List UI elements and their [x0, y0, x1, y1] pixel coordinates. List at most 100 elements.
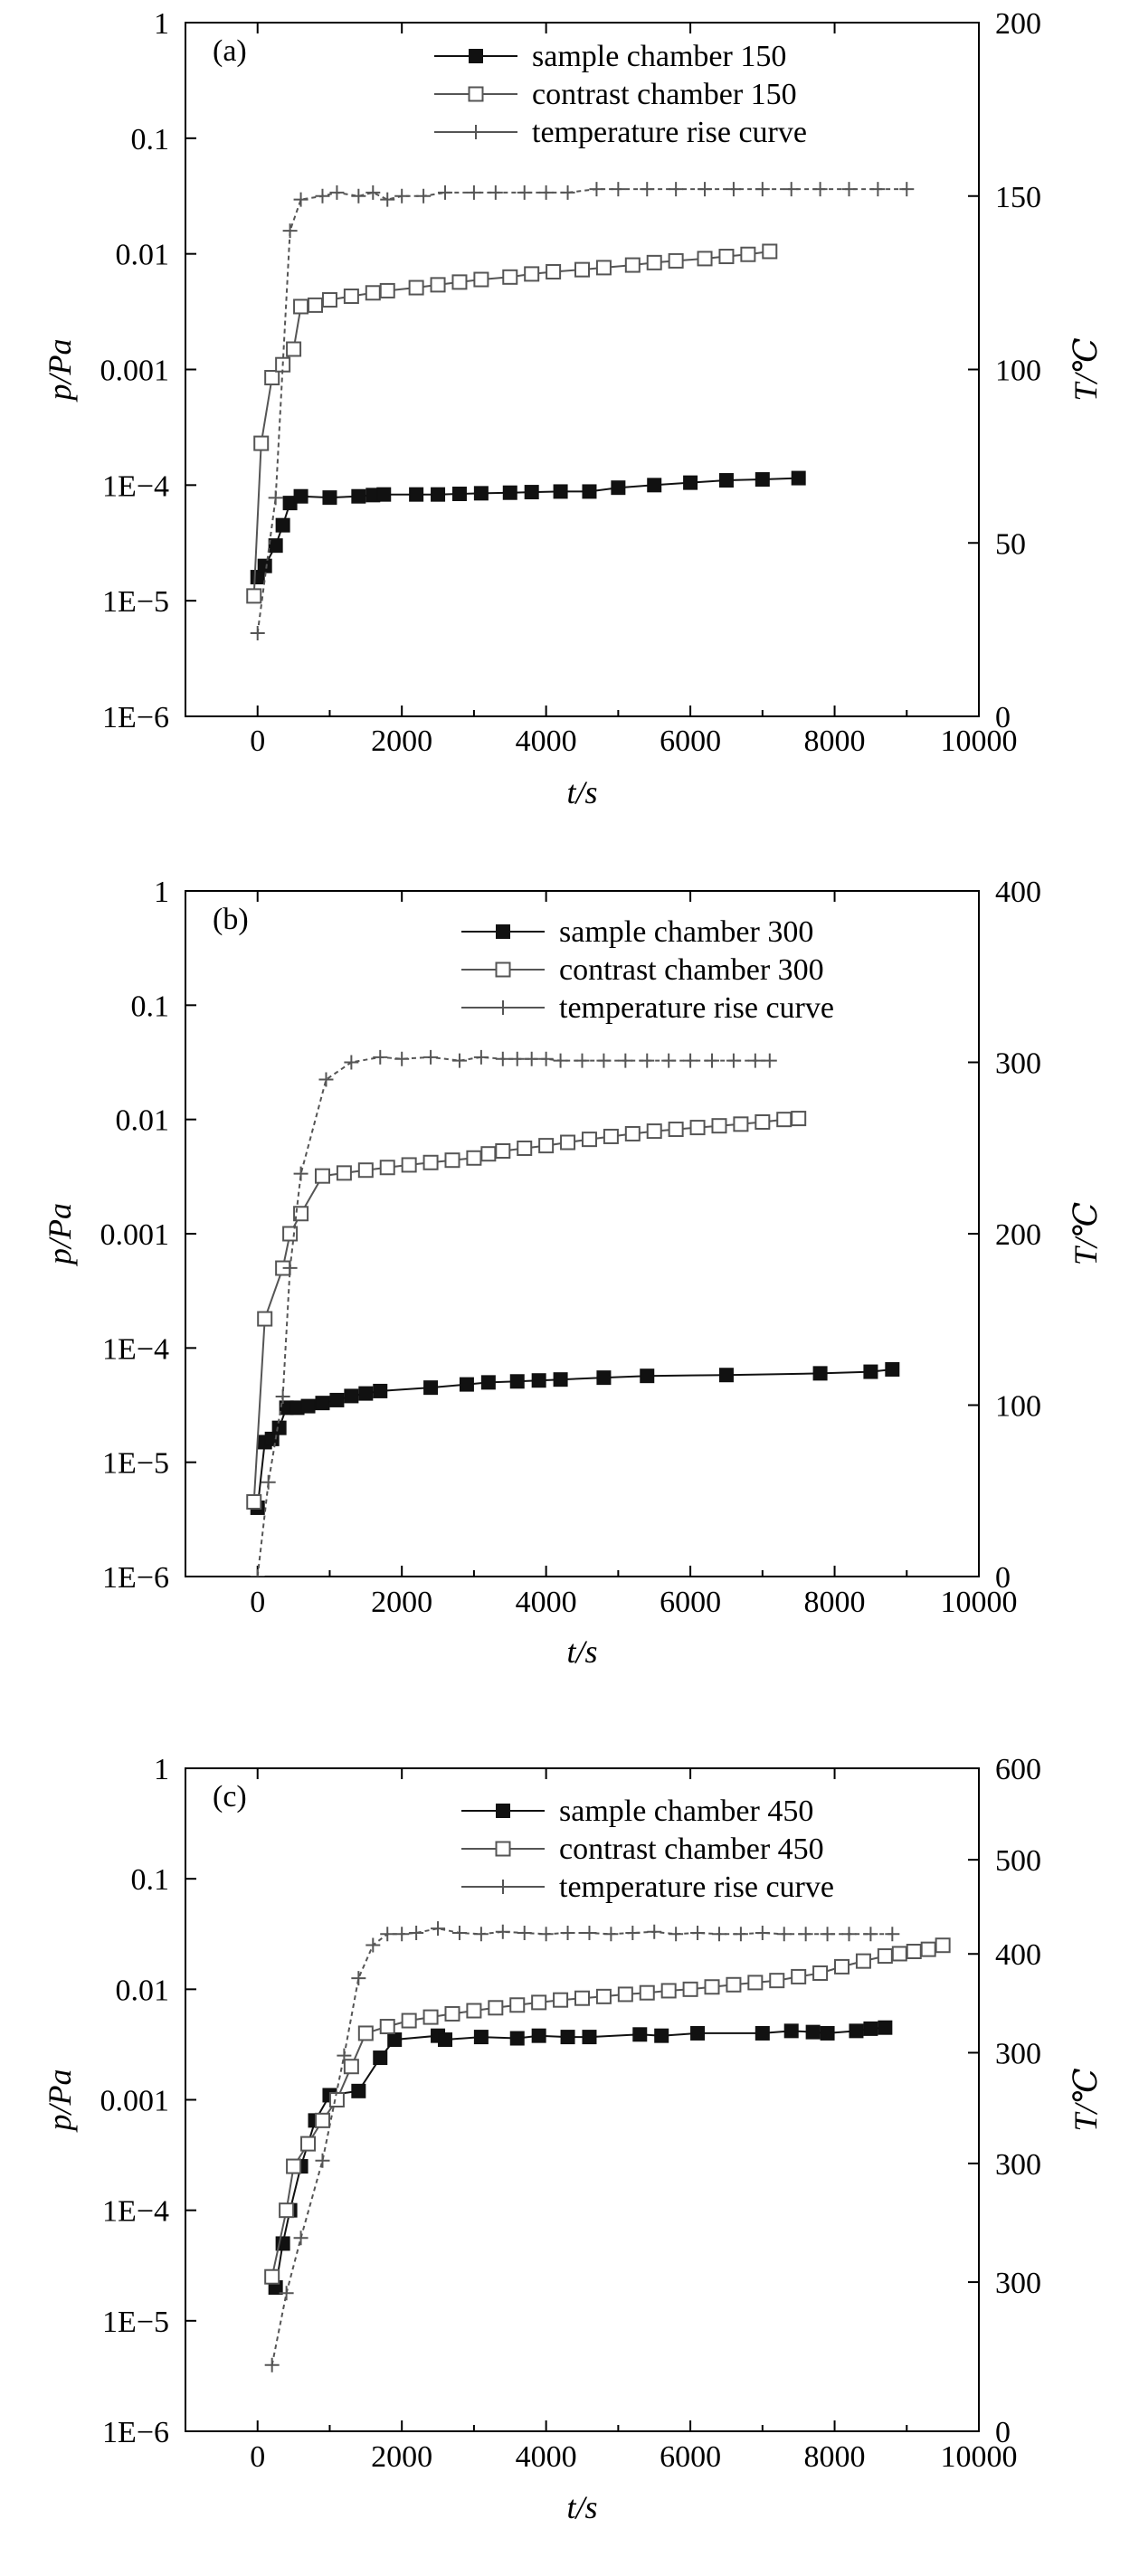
data-point	[755, 182, 770, 197]
y2-tick-label: 300	[995, 1047, 1041, 1081]
x-tick-label: 8000	[804, 724, 866, 758]
x-tick-label: 4000	[516, 1586, 577, 1619]
y-tick-label: 0.01	[116, 1104, 170, 1138]
data-point	[698, 182, 713, 197]
data-point	[718, 1368, 734, 1383]
data-point	[791, 1968, 807, 1984]
data-point	[451, 274, 468, 290]
data-point	[268, 490, 283, 506]
data-point	[473, 486, 489, 501]
x-tick-label: 4000	[516, 724, 577, 758]
data-point	[473, 271, 489, 288]
data-point	[581, 1132, 597, 1148]
data-point	[275, 517, 290, 533]
data-point	[870, 182, 886, 197]
data-point	[538, 1051, 554, 1066]
y2-tick-label: 400	[995, 1938, 1041, 1972]
data-point	[318, 1072, 334, 1087]
chart-panel-b: 0 2000 4000 6000 8000 100001E−61E−51E−40.0010…	[42, 876, 1104, 1670]
data-point	[422, 1154, 439, 1170]
data-point	[264, 2357, 280, 2372]
data-point	[726, 1053, 741, 1068]
data-point	[293, 2230, 308, 2246]
data-point	[387, 2032, 403, 2048]
data-point	[509, 1997, 526, 2013]
data-point	[380, 1927, 395, 1942]
data-point	[329, 1392, 345, 1407]
data-point	[538, 1138, 555, 1154]
data-point	[300, 1398, 316, 1414]
data-point	[438, 2032, 453, 2048]
data-point	[379, 282, 395, 298]
data-point	[589, 182, 604, 197]
x-tick-label: 6000	[660, 724, 721, 758]
data-point	[373, 1049, 388, 1065]
data-point	[812, 1965, 829, 1981]
data-point	[863, 1927, 878, 1942]
y-tick-label: 1E−4	[102, 469, 169, 503]
data-point	[762, 1053, 777, 1068]
data-point	[438, 185, 453, 200]
data-point	[624, 257, 641, 273]
series-open-square	[264, 1937, 951, 2285]
data-point	[365, 1937, 381, 1953]
data-point	[595, 1988, 612, 2004]
y-tick-label: 1E−6	[102, 701, 169, 734]
y-tick-label: 0.1	[131, 990, 170, 1023]
y-tick-label: 1E−4	[102, 2195, 169, 2229]
data-point	[261, 1474, 276, 1490]
data-point	[279, 2286, 294, 2301]
data-point	[640, 182, 655, 197]
data-point	[473, 1049, 489, 1065]
data-point	[351, 2083, 366, 2098]
data-point	[632, 2027, 648, 2042]
data-point	[517, 185, 532, 200]
data-point	[546, 263, 562, 279]
data-point	[733, 1116, 749, 1132]
data-point	[293, 488, 308, 504]
x-tick-label: 10000	[941, 2440, 1018, 2474]
data-point	[899, 182, 915, 197]
data-point	[683, 1053, 698, 1068]
data-point	[517, 1140, 533, 1156]
data-point	[755, 1926, 770, 1941]
data-point	[253, 435, 270, 451]
data-point	[538, 185, 554, 200]
data-point	[488, 2000, 504, 2016]
chart-panel-a: 0 2000 4000 6000 8000 100001E−61E−51E−40.0010…	[42, 7, 1104, 810]
data-point	[517, 1926, 532, 1941]
legend-label: sample chamber 150	[532, 40, 786, 73]
x-tick-label: 4000	[516, 2440, 577, 2474]
panel-label: (a)	[213, 34, 247, 68]
y-tick-label: 0.001	[100, 1218, 170, 1252]
data-point	[365, 185, 381, 200]
data-point	[560, 185, 575, 200]
data-point	[401, 2012, 417, 2029]
data-point	[849, 2023, 864, 2039]
data-point	[488, 185, 503, 200]
data-point	[524, 1051, 539, 1066]
data-point	[344, 1055, 359, 1070]
legend-label: temperature rise curve	[559, 1870, 834, 1904]
data-point	[293, 192, 308, 207]
data-point	[791, 470, 806, 486]
y2-tick-label: 100	[995, 355, 1041, 388]
data-point	[379, 1160, 395, 1176]
series-line	[256, 188, 907, 634]
data-point	[401, 1157, 417, 1173]
y-tick-label: 1E−5	[102, 2306, 169, 2339]
data-point	[459, 1377, 474, 1392]
y2-axis-title: T/℃	[1068, 2068, 1104, 2131]
data-point	[538, 1927, 554, 1942]
y-tick-label: 0.001	[100, 355, 170, 388]
panel-label: (b)	[213, 903, 249, 936]
data-point	[351, 1971, 366, 1986]
data-point	[791, 1111, 807, 1127]
data-point	[264, 370, 280, 386]
legend-label: contrast chamber 150	[532, 78, 797, 111]
data-point	[711, 1927, 726, 1942]
data-point	[920, 1941, 936, 1957]
data-point	[531, 1994, 547, 2011]
data-point	[798, 1927, 813, 1942]
y2-axis-title: T/℃	[1068, 337, 1104, 401]
